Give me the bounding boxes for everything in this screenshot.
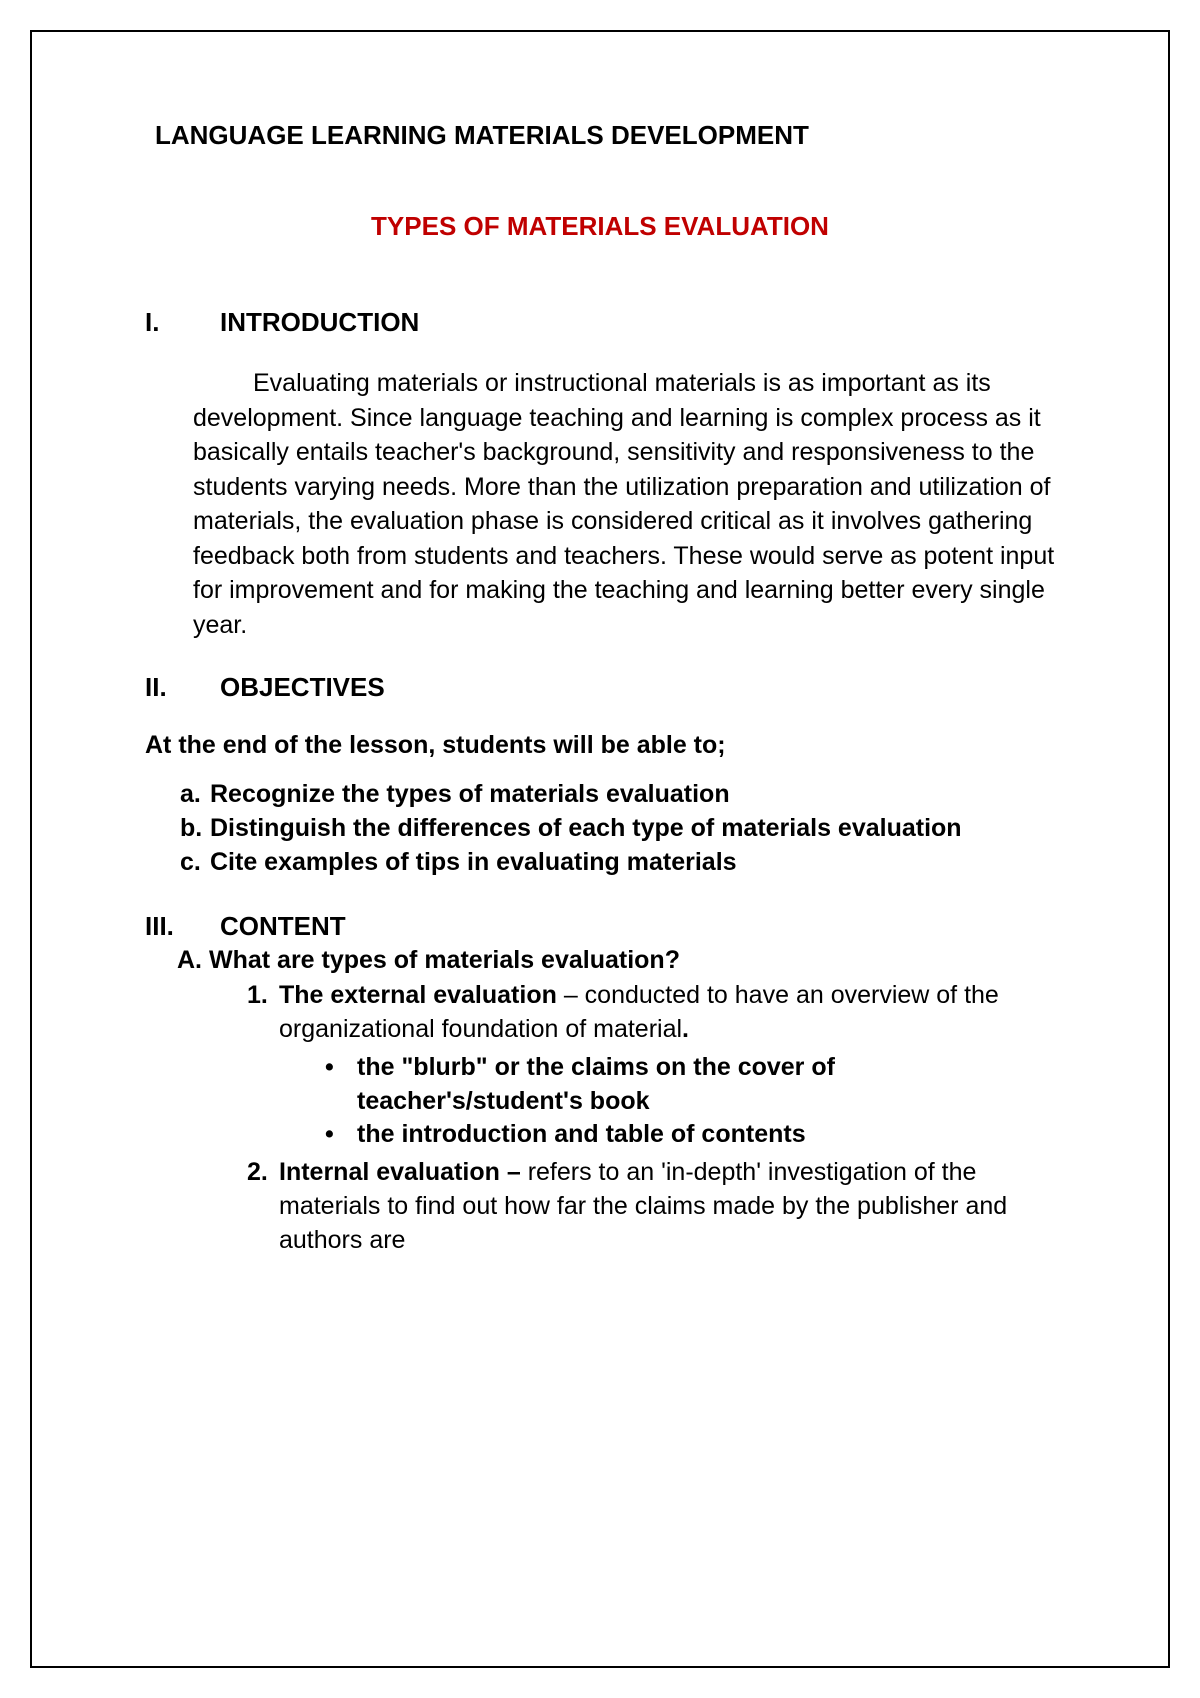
bullet-text-1: the "blurb" or the claims on the cover o… xyxy=(357,1051,1055,1119)
content-item-2: 2. Internal evaluation – refers to an 'i… xyxy=(247,1156,1055,1257)
section-intro-heading: I. INTRODUCTION xyxy=(145,307,1055,338)
content-heading-text: CONTENT xyxy=(220,911,346,942)
obj-text-c: Cite examples of tips in evaluating mate… xyxy=(210,846,737,880)
sub-a-heading: A. What are types of materials evaluatio… xyxy=(177,946,1055,975)
obj-marker-c: c. xyxy=(180,846,210,880)
item1-bullets: • the "blurb" or the claims on the cover… xyxy=(325,1051,1055,1152)
roman-iii: III. xyxy=(145,911,220,942)
objectives-lead: At the end of the lesson, students will … xyxy=(145,731,1055,760)
obj-text-b: Distinguish the differences of each type… xyxy=(210,812,962,846)
num-marker-1: 1. xyxy=(247,979,279,1047)
objectives-heading-text: OBJECTIVES xyxy=(220,672,385,703)
bullet-2: • the introduction and table of contents xyxy=(325,1118,1055,1152)
obj-marker-b: b. xyxy=(180,812,210,846)
obj-marker-a: a. xyxy=(180,778,210,812)
content-item-1: 1. The external evaluation – conducted t… xyxy=(247,979,1055,1047)
objective-item-a: a. Recognize the types of materials eval… xyxy=(180,778,1055,812)
item2-body: Internal evaluation – refers to an 'in-d… xyxy=(279,1156,1055,1257)
obj-text-a: Recognize the types of materials evaluat… xyxy=(210,778,730,812)
objective-item-c: c. Cite examples of tips in evaluating m… xyxy=(180,846,1055,880)
item1-body: The external evaluation – conducted to h… xyxy=(279,979,1055,1047)
num-marker-2: 2. xyxy=(247,1156,279,1257)
sub-a-text: What are types of materials evaluation? xyxy=(209,946,680,975)
item2-bold: Internal evaluation – xyxy=(279,1158,528,1186)
item1-trailing: . xyxy=(682,1015,689,1043)
intro-heading-text: INTRODUCTION xyxy=(220,307,419,338)
bullet-text-2: the introduction and table of contents xyxy=(357,1118,806,1152)
subtitle: TYPES OF MATERIALS EVALUATION xyxy=(145,211,1055,242)
item1-bold: The external evaluation xyxy=(279,981,557,1009)
roman-ii: II. xyxy=(145,672,220,703)
objective-item-b: b. Distinguish the differences of each t… xyxy=(180,812,1055,846)
objectives-list: a. Recognize the types of materials eval… xyxy=(180,778,1055,879)
sub-a-marker: A. xyxy=(177,946,209,975)
section-content-heading: III. CONTENT xyxy=(145,911,1055,942)
bullet-marker-2: • xyxy=(325,1118,357,1152)
bullet-1: • the "blurb" or the claims on the cover… xyxy=(325,1051,1055,1119)
bullet-marker-1: • xyxy=(325,1051,357,1119)
roman-i: I. xyxy=(145,307,220,338)
main-title: LANGUAGE LEARNING MATERIALS DEVELOPMENT xyxy=(155,120,1055,151)
intro-paragraph: Evaluating materials or instructional ma… xyxy=(193,366,1055,642)
document-content: LANGUAGE LEARNING MATERIALS DEVELOPMENT … xyxy=(145,120,1055,1261)
section-objectives-heading: II. OBJECTIVES xyxy=(145,672,1055,703)
